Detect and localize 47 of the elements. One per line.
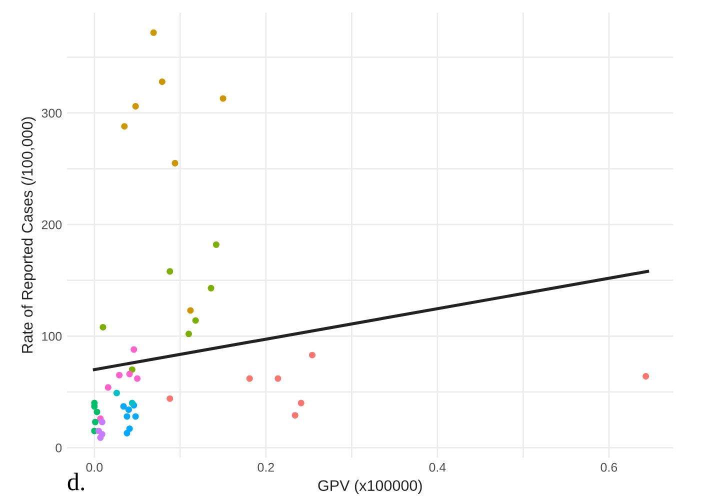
- point: [158, 78, 166, 86]
- point: [120, 403, 127, 410]
- point: [132, 413, 139, 420]
- point: [208, 284, 214, 292]
- point: [298, 400, 304, 406]
- point: [130, 346, 138, 353]
- point: [124, 413, 130, 420]
- point: [166, 395, 174, 402]
- x-axis-title: GPV (x100000): [318, 480, 422, 494]
- x-tick-label: 0.4: [429, 462, 446, 472]
- point: [100, 324, 106, 330]
- point: [132, 103, 139, 110]
- x-tick-label: 0.6: [600, 462, 618, 472]
- y-tick-label: 200: [42, 220, 62, 230]
- point: [121, 123, 128, 130]
- point: [308, 352, 316, 358]
- point: [212, 241, 220, 248]
- point: [116, 372, 123, 378]
- point: [246, 375, 253, 382]
- point: [292, 412, 298, 419]
- point: [134, 375, 141, 382]
- point: [124, 430, 130, 436]
- point: [92, 418, 99, 426]
- point: [126, 370, 133, 378]
- point: [98, 418, 106, 426]
- point: [274, 375, 282, 382]
- point: [192, 317, 199, 324]
- y-tick-label: 100: [42, 332, 62, 341]
- point: [113, 390, 120, 396]
- y-tick-label: 300: [42, 108, 62, 118]
- point: [172, 160, 178, 166]
- point: [642, 373, 650, 380]
- point: [125, 406, 132, 414]
- y-axis-title: Rate of Reported Cases (/100,000): [21, 117, 36, 353]
- point: [104, 384, 112, 391]
- point: [128, 400, 136, 406]
- point: [94, 408, 100, 416]
- point: [220, 95, 226, 102]
- y-tick-label: 0: [56, 443, 62, 452]
- point: [185, 330, 192, 338]
- point: [97, 434, 104, 441]
- x-tick-label: 0.0: [86, 462, 103, 472]
- point: [150, 29, 157, 36]
- x-tick-label: 0.2: [258, 462, 274, 472]
- point: [187, 307, 194, 314]
- point: [166, 268, 174, 275]
- text: d.: [68, 472, 84, 490]
